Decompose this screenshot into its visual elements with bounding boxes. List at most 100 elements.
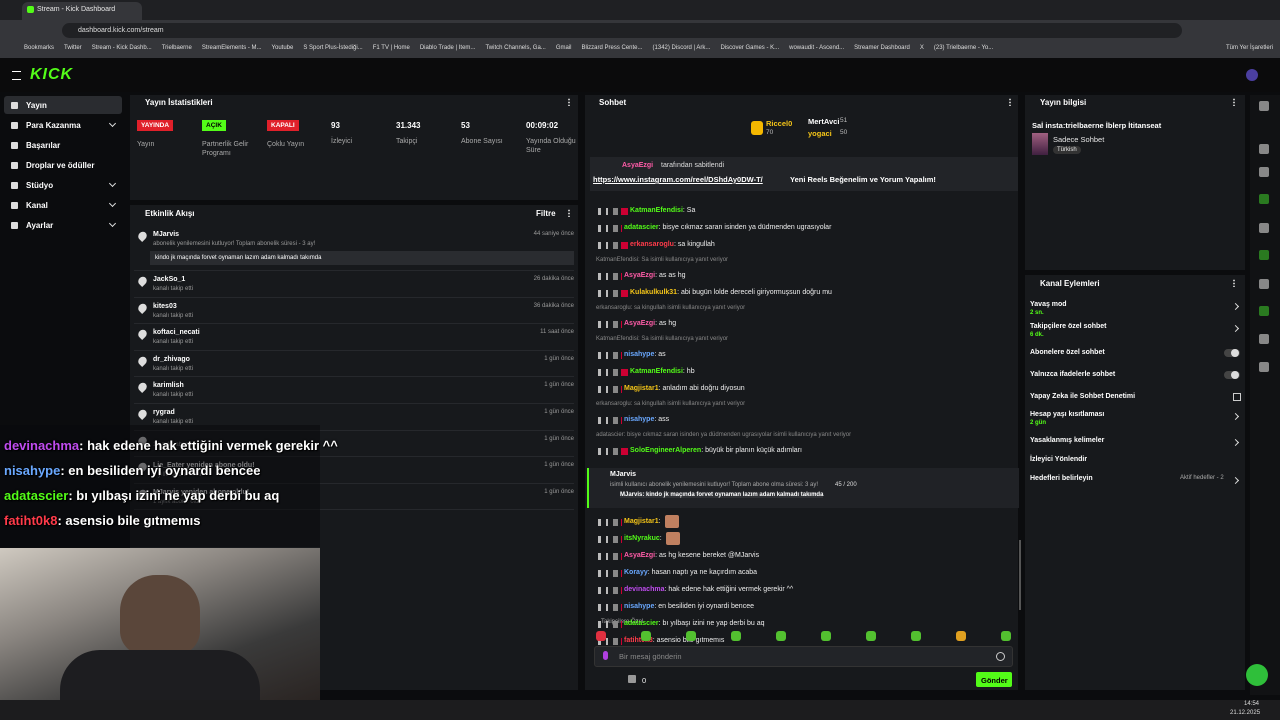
- nav-item[interactable]: Stüdyo: [26, 181, 54, 190]
- bookmark[interactable]: Blizzard Press Cente...: [581, 45, 643, 51]
- rail-icon[interactable]: [1259, 250, 1269, 260]
- bookmark[interactable]: wowaudit - Ascend...: [789, 45, 845, 51]
- bookmark[interactable]: Bookmarks: [24, 45, 55, 51]
- action-label[interactable]: Yavaş mod: [1030, 301, 1067, 308]
- divider: [134, 403, 574, 404]
- action-label[interactable]: Abonelere özel sohbet: [1030, 349, 1105, 356]
- action-label[interactable]: Hedefleri belirleyin: [1030, 475, 1093, 482]
- nav-item[interactable]: Ayarlar: [26, 221, 54, 230]
- rail-icon[interactable]: [1259, 362, 1269, 372]
- nav-item[interactable]: Yayın: [26, 101, 47, 110]
- rail-icon[interactable]: [1259, 223, 1269, 233]
- menu[interactable]: [1233, 98, 1235, 106]
- help-button[interactable]: [1246, 664, 1268, 686]
- avatar[interactable]: [1246, 69, 1258, 81]
- bookmark[interactable]: Twitch Channels, Ga...: [485, 45, 546, 51]
- menu[interactable]: [568, 209, 570, 217]
- bookmark[interactable]: Diablo Trade | Item...: [419, 45, 476, 51]
- emote-button[interactable]: [776, 631, 786, 641]
- external-link[interactable]: [1233, 393, 1241, 401]
- omnibox[interactable]: [62, 23, 1182, 38]
- rail-icon[interactable]: [1259, 194, 1269, 204]
- bookmark[interactable]: Gmail: [555, 45, 572, 51]
- all-bookmarks[interactable]: Tüm Yer İşaretleri: [1226, 45, 1274, 51]
- rail-icon[interactable]: [1259, 334, 1269, 344]
- chat-user[interactable]: fatiht0k8: [624, 637, 653, 644]
- emoji-button[interactable]: [996, 652, 1005, 661]
- chat-user[interactable]: Magjistar1: [624, 518, 659, 525]
- rail-icon[interactable]: [1259, 306, 1269, 316]
- chat-user[interactable]: nisahype: [624, 351, 655, 358]
- bookmark[interactable]: X: [919, 45, 924, 51]
- chat-user[interactable]: KatmanEfendisi: [630, 207, 683, 214]
- chat-user[interactable]: AsyaEzgi: [624, 272, 656, 279]
- tab-title[interactable]: Stream - Kick Dashboard: [37, 6, 116, 13]
- emote-button[interactable]: [641, 631, 651, 641]
- chat-user[interactable]: erkansaroglu: [630, 241, 674, 248]
- chat-user[interactable]: nisahype: [624, 416, 655, 423]
- menu[interactable]: [1009, 98, 1011, 106]
- emote-button[interactable]: [1001, 631, 1011, 641]
- send-label[interactable]: Gönder: [981, 676, 1008, 685]
- action-label[interactable]: İzleyici Yönlendir: [1030, 456, 1088, 463]
- menu-icon[interactable]: [12, 71, 21, 80]
- bookmark[interactable]: Stream - Kick Dashb...: [91, 45, 152, 51]
- emote-button[interactable]: [821, 631, 831, 641]
- emote-button[interactable]: [686, 631, 696, 641]
- emote-button[interactable]: [731, 631, 741, 641]
- bookmark[interactable]: StreamElements - M...: [201, 45, 262, 51]
- emote-button[interactable]: [866, 631, 876, 641]
- action-label[interactable]: Takipçilere özel sohbet: [1030, 323, 1107, 330]
- stats-title: Yayın İstatistikleri: [145, 98, 213, 107]
- chat-user[interactable]: adatascier: [624, 224, 659, 231]
- send-button[interactable]: [976, 672, 1012, 687]
- chat-user[interactable]: Kulakulkulk31: [630, 289, 678, 296]
- pinned-link[interactable]: https://www.instagram.com/reel/DShdAy0DW…: [593, 175, 763, 184]
- emote-button[interactable]: [956, 631, 966, 641]
- logo[interactable]: KICK: [30, 66, 74, 83]
- url[interactable]: dashboard.kick.com/stream: [78, 27, 164, 34]
- action-label[interactable]: Yalnızca ifadelerle sohbet: [1030, 371, 1116, 378]
- chat-user[interactable]: SoloEngineerAlperen: [630, 447, 702, 454]
- rail-icon[interactable]: [1259, 101, 1269, 111]
- bookmark[interactable]: Streamer Dashboard: [854, 45, 910, 51]
- rail-icon[interactable]: [1259, 279, 1269, 289]
- nav-item[interactable]: Başarılar: [26, 141, 61, 150]
- filter[interactable]: Filtre: [536, 209, 556, 218]
- chat-user[interactable]: devinachma: [624, 586, 665, 593]
- action-label[interactable]: Hesap yaşı kısıtlaması: [1030, 411, 1105, 418]
- nav-item[interactable]: Droplar ve ödüller: [26, 161, 95, 170]
- action-label[interactable]: Yapay Zeka ile Sohbet Denetimi: [1030, 393, 1136, 400]
- emote-button[interactable]: [911, 631, 921, 641]
- chat-user[interactable]: adatascier: [624, 620, 659, 627]
- rail-icon[interactable]: [1259, 144, 1269, 154]
- chat-user[interactable]: KatmanEfendisi: [630, 368, 683, 375]
- bookmark[interactable]: Youtube: [271, 45, 294, 51]
- rail-icon[interactable]: [1259, 167, 1269, 177]
- nav-item[interactable]: Para Kazanma: [26, 121, 81, 130]
- chevron: [108, 179, 117, 188]
- chat-text: : en besiliden iyi oynardi bencee: [654, 603, 754, 610]
- chat-user[interactable]: AsyaEzgi: [624, 320, 656, 327]
- bookmark[interactable]: Twitter: [64, 45, 82, 51]
- chat-user[interactable]: Korayy: [624, 569, 648, 576]
- bookmark[interactable]: Trielbaerne: [161, 45, 192, 51]
- bookmark[interactable]: (23) Trielbaerne - Yo...: [933, 45, 994, 51]
- chat-user[interactable]: AsyaEzgi: [624, 552, 656, 559]
- chat-user[interactable]: nisahype: [624, 603, 655, 610]
- bookmark[interactable]: S Sport Plus-İstediği...: [303, 45, 363, 51]
- bookmark[interactable]: (1342) Discord | Ark...: [652, 45, 711, 51]
- chat-user[interactable]: itsNyrakuc: [624, 535, 660, 542]
- stat-value: 31.343: [396, 121, 421, 130]
- chat-input[interactable]: [594, 646, 1013, 667]
- emote: [665, 515, 679, 528]
- bookmark[interactable]: Discover Games - K...: [720, 45, 780, 51]
- nav-item[interactable]: Kanal: [26, 201, 48, 210]
- menu[interactable]: [568, 98, 570, 106]
- action-label[interactable]: Yasaklanmış kelimeler: [1030, 437, 1105, 444]
- menu[interactable]: [1233, 279, 1235, 287]
- chat-user[interactable]: Magjistar1: [624, 385, 659, 392]
- tab[interactable]: [22, 2, 142, 20]
- emote-button[interactable]: [596, 631, 606, 641]
- bookmark[interactable]: F1 TV | Home: [372, 45, 410, 51]
